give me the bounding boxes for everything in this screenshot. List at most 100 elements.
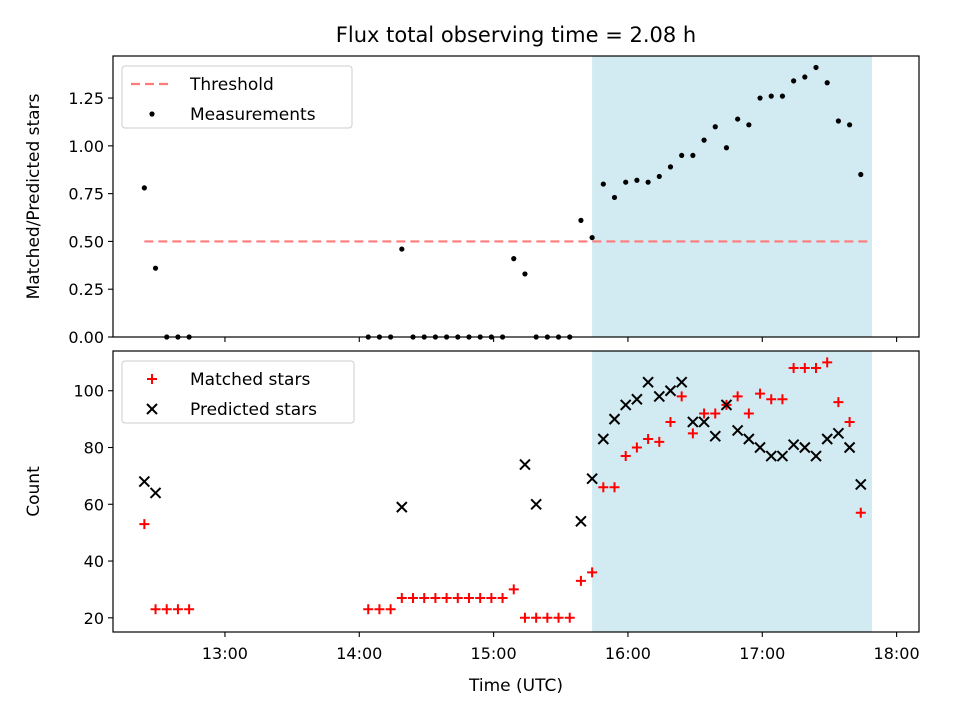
measurement-point [802,74,808,80]
measurement-point [634,177,640,183]
measurement-point [679,152,685,159]
matched-point [665,416,676,427]
y-tick-label: 0.50 [68,232,104,251]
predicted-point [776,450,789,462]
legend: Threshold Measurements [121,65,353,129]
y-tick-label: 20 [84,609,104,628]
measurement-point [735,116,741,122]
y-axis-label: Count [24,466,44,517]
top-panel: 0.00 0.25 0.50 0.75 1.00 1.25 Matched/Predicte… [24,55,920,347]
predicted-point [149,487,162,499]
measurement-point [365,334,371,340]
predicted-point [631,393,643,405]
legend-label: Threshold [189,75,274,95]
measurement-point [152,265,159,271]
predicted-point [765,450,777,462]
chart-title: Flux total observing time = 2.08 h [336,23,696,47]
matched-point [553,612,564,623]
plot-frame [112,350,920,633]
bottom-panel: 13:00 14:00 15:00 16:00 17:00 18:00 20 40 60 80 10… [24,350,920,663]
measurement-point [813,64,819,71]
matched-point [743,408,754,419]
legend: Matched stars Predicted stars [121,360,355,424]
measurement-point [846,122,853,128]
measurement-point [667,164,674,170]
matched-point [811,363,822,374]
measurement-point [376,334,383,340]
matched-point [385,604,396,615]
predicted-point [530,498,542,510]
measurement-point [768,93,774,99]
legend-predicted-swatch [146,403,158,415]
matched-point [430,592,441,603]
predicted-point [799,441,811,454]
matched-point [822,357,833,368]
predicted-point [698,416,710,428]
predicted-point [138,475,151,488]
matched-point [676,391,687,402]
matched-point [732,391,743,402]
y-tick-label: 40 [84,552,104,571]
matched-point [475,592,486,603]
matched-point [542,612,553,623]
matched-point [564,612,575,623]
measurement-point [701,137,707,143]
y-tick-label: 1.00 [68,137,104,156]
legend-measurement-swatch [149,111,155,117]
legend-box [121,65,353,129]
measurement-point [141,185,147,191]
y-tick-label: 100 [73,382,104,401]
predicted-point [675,376,688,388]
predicted-point [642,376,654,388]
predicted-point [586,473,598,485]
measurement-point [779,93,786,99]
matched-point [631,442,642,453]
matched-point [150,604,161,615]
measurement-point [824,80,830,86]
measurement-point [477,334,483,340]
x-tick-label: 16:00 [605,644,651,663]
measurement-point [388,334,394,340]
matched-point [777,394,788,405]
matched-point [844,416,855,427]
predicted-point [787,438,800,451]
measurement-point [499,334,506,340]
matched-point [508,584,519,595]
x-tick-label: 14:00 [336,644,382,663]
predicted-point [597,433,610,445]
matched-point [161,604,172,615]
predicted-point [709,430,721,442]
matched-point [687,428,698,439]
x-tick-label: 15:00 [471,644,517,663]
measurement-point [443,334,450,340]
highlight-span [592,351,872,632]
matched-point [699,408,710,419]
matched-point [855,507,866,518]
predicted-point [810,450,822,462]
predicted-point [843,441,856,454]
measurement-point [791,78,797,84]
measurement-point [757,95,763,101]
measurement-point [723,145,730,151]
x-tick-label: 13:00 [202,644,248,663]
measurement-point [690,152,696,159]
measurement-point [835,118,842,124]
predicted-point [731,424,744,437]
measurement-point [455,334,461,340]
matched-point [172,604,183,615]
matched-point [419,592,430,603]
measurement-point [164,334,170,340]
measurement-point [555,334,562,340]
measurement-point [858,171,864,178]
highlight-span [592,56,872,337]
measurement-point [410,334,416,340]
legend-box [121,360,355,424]
y-tick-label: 0.25 [68,280,104,299]
measurement-point [712,124,718,130]
predicted-point [754,441,766,454]
matched-point [184,604,195,615]
x-tick-label: 17:00 [739,644,785,663]
measurement-point [567,334,573,340]
matched-point [486,592,497,603]
